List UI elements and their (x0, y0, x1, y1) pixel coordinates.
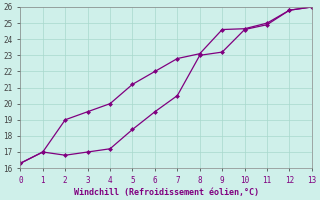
X-axis label: Windchill (Refroidissement éolien,°C): Windchill (Refroidissement éolien,°C) (74, 188, 259, 197)
